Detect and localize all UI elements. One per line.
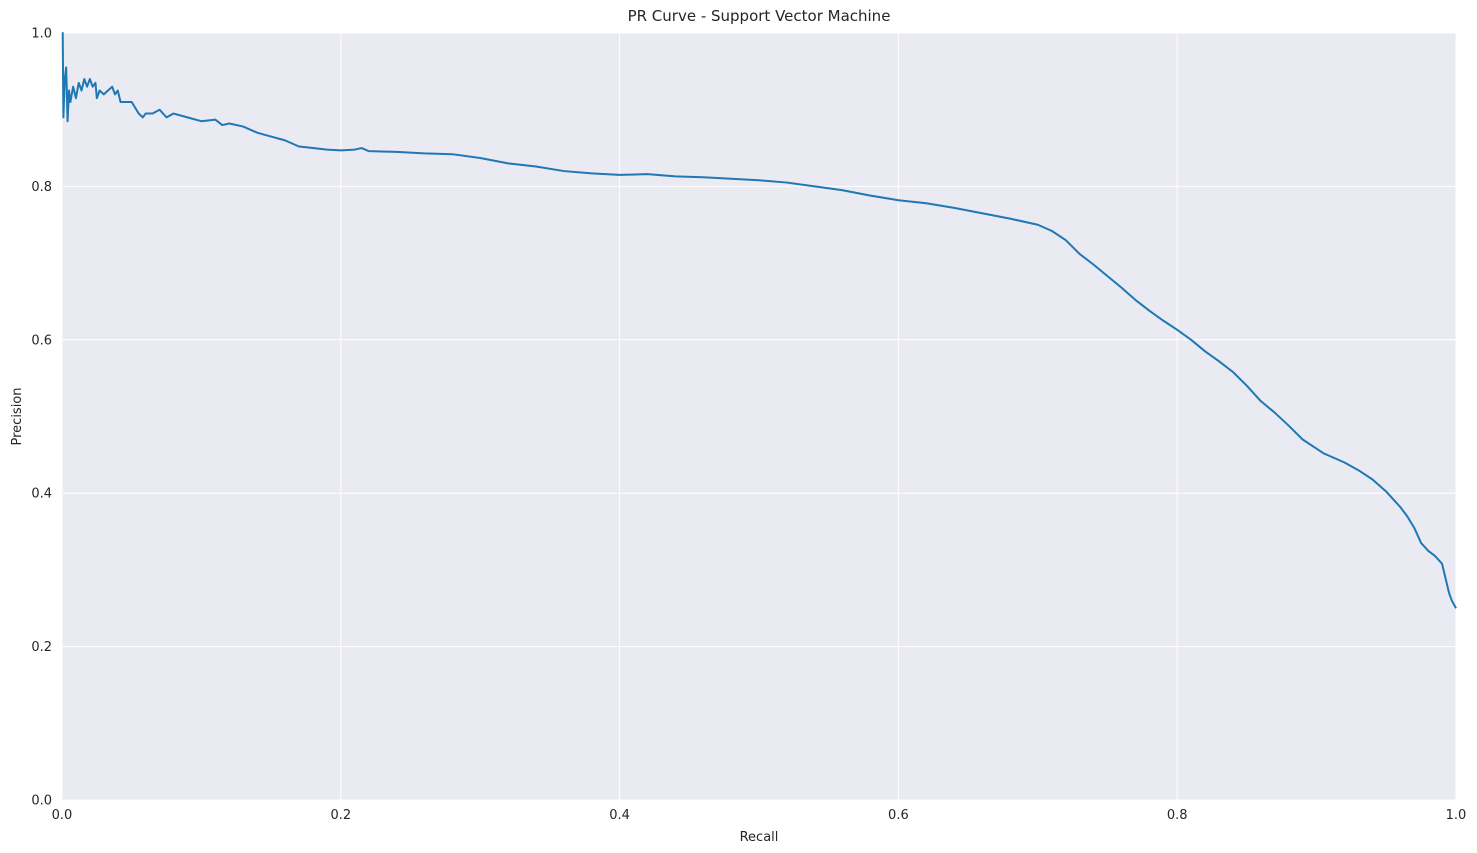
y-tick-label: 0.8 [31, 180, 52, 195]
x-axis-label: Recall [740, 830, 779, 845]
y-axis-label: Precision [10, 387, 25, 445]
y-tick-label: 0.6 [31, 333, 52, 348]
y-tick-label: 0.4 [31, 487, 52, 502]
y-tick-label: 0.0 [31, 794, 52, 809]
chart-title: PR Curve - Support Vector Machine [628, 7, 891, 25]
pr-curve-line [61, 32, 1457, 609]
y-tick-label: 1.0 [31, 27, 52, 42]
x-tick-label: 0.8 [1167, 808, 1188, 823]
y-axis-ticks: 0.0 0.2 0.4 0.6 0.8 1.0 [31, 27, 52, 809]
x-axis-ticks: 0.0 0.2 0.4 0.6 0.8 1.0 [52, 808, 1467, 823]
x-tick-label: 0.2 [330, 808, 351, 823]
x-tick-label: 0.6 [888, 808, 909, 823]
x-tick-label: 0.4 [609, 808, 630, 823]
grid-lines [61, 32, 1457, 801]
x-tick-label: 1.0 [1446, 808, 1467, 823]
y-tick-label: 0.2 [31, 640, 52, 655]
plot-area [62, 33, 1456, 800]
x-tick-label: 0.0 [52, 808, 73, 823]
series-layer [61, 32, 1457, 609]
